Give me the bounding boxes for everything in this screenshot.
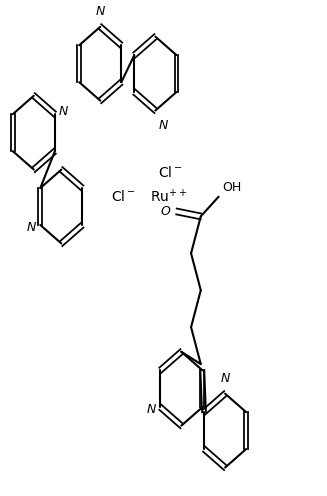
Text: Ru$^{++}$: Ru$^{++}$ (149, 188, 187, 205)
Text: N: N (59, 105, 68, 118)
Text: N: N (220, 372, 230, 385)
Text: Cl$^-$: Cl$^-$ (158, 165, 182, 180)
Text: N: N (147, 403, 156, 416)
Text: N: N (159, 120, 168, 132)
Text: N: N (27, 221, 36, 234)
Text: N: N (95, 5, 105, 18)
Text: OH: OH (222, 181, 241, 194)
Text: O: O (161, 205, 171, 218)
Text: Cl$^-$: Cl$^-$ (111, 189, 135, 204)
